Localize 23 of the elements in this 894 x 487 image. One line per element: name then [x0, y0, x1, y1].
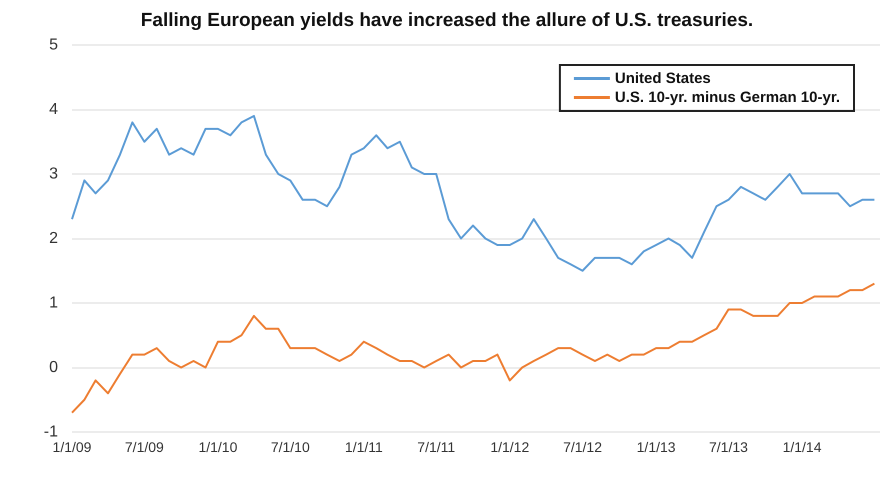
x-tick-label: 7/1/12 [563, 439, 602, 455]
y-tick-label: 0 [49, 359, 58, 376]
y-tick-label: 1 [49, 294, 58, 312]
legend-label: U.S. 10-yr. minus German 10-yr. [614, 89, 840, 106]
x-tick-label: 7/1/11 [417, 439, 456, 455]
y-tick-label: 5 [49, 36, 58, 54]
x-tick-label: 1/1/10 [198, 439, 238, 455]
x-tick-label: 7/1/13 [709, 439, 748, 455]
x-tick-label: 1/1/13 [636, 439, 676, 455]
x-tick-label: 7/1/09 [124, 439, 164, 455]
y-tick-label: 3 [49, 166, 58, 182]
x-tick-label: 1/1/12 [490, 439, 530, 455]
y-tick-label: 4 [49, 101, 58, 118]
x-tick-label: 1/1/11 [344, 439, 384, 455]
line-series [71, 282, 876, 414]
legend-label: United States [614, 70, 711, 87]
x-tick-label: 1/1/14 [782, 439, 822, 455]
line-series [71, 114, 876, 272]
y-tick-label: 2 [49, 230, 58, 247]
x-tick-label: 1/1/09 [52, 439, 92, 455]
chart-title: Falling European yields have increased the allure of U.S. treasuries. [140, 10, 754, 31]
x-tick-label: 7/1/10 [270, 439, 310, 455]
y-tick-label: -1 [44, 424, 58, 440]
